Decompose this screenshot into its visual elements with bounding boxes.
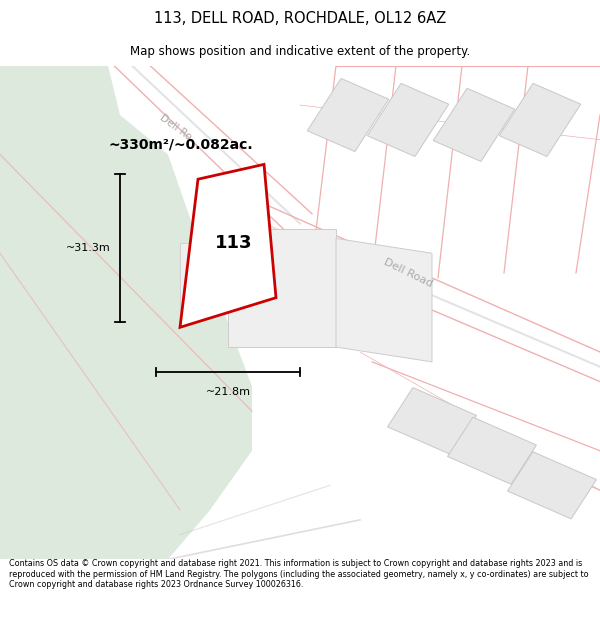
Polygon shape — [228, 229, 336, 347]
Text: ~31.3m: ~31.3m — [66, 243, 111, 253]
Polygon shape — [448, 418, 536, 484]
Text: ~330m²/~0.082ac.: ~330m²/~0.082ac. — [108, 138, 253, 152]
Text: Dell Road: Dell Road — [382, 257, 434, 289]
Text: 113, DELL ROAD, ROCHDALE, OL12 6AZ: 113, DELL ROAD, ROCHDALE, OL12 6AZ — [154, 11, 446, 26]
Polygon shape — [388, 388, 476, 454]
Text: Dell Ro...: Dell Ro... — [158, 112, 202, 148]
Polygon shape — [336, 238, 432, 362]
Polygon shape — [108, 66, 312, 243]
Text: 113: 113 — [215, 234, 253, 253]
Polygon shape — [508, 452, 596, 519]
Text: ~21.8m: ~21.8m — [205, 386, 251, 397]
Polygon shape — [180, 243, 222, 312]
Polygon shape — [307, 78, 389, 152]
Polygon shape — [264, 204, 600, 382]
Polygon shape — [0, 66, 252, 559]
Text: Map shows position and indicative extent of the property.: Map shows position and indicative extent… — [130, 45, 470, 58]
Text: Contains OS data © Crown copyright and database right 2021. This information is : Contains OS data © Crown copyright and d… — [9, 559, 589, 589]
Polygon shape — [499, 83, 581, 156]
Polygon shape — [367, 83, 449, 156]
Polygon shape — [433, 88, 515, 161]
Polygon shape — [180, 164, 276, 328]
